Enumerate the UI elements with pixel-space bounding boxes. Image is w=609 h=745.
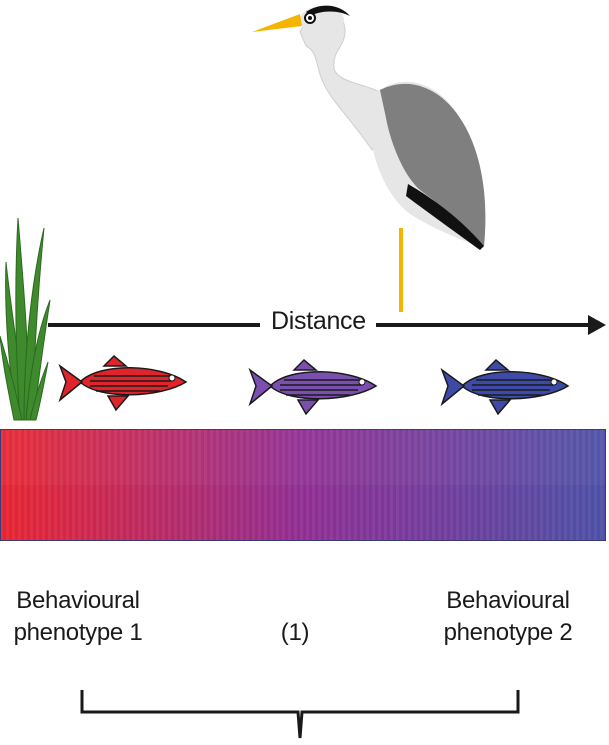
distance-arrow <box>48 315 606 335</box>
heron-icon <box>252 5 486 312</box>
purple-fish-icon <box>248 358 378 416</box>
blue-fish-icon <box>440 358 570 416</box>
water-plant-icon <box>0 217 51 421</box>
phenotype-1-line-2: phenotype 1 <box>13 619 143 646</box>
plant-leaf <box>0 335 23 421</box>
distance-axis-label: Distance <box>271 307 366 335</box>
bottom-bracket <box>80 690 520 739</box>
phenotype-gradient-band <box>0 429 606 541</box>
intermediate-label: (1) <box>280 619 310 646</box>
heron-crest <box>306 5 350 16</box>
heron-wing <box>380 83 486 247</box>
behavioural-phenotype-2-label: Behavioural phenotype 2 <box>430 585 586 649</box>
phenotype-2-line-2: phenotype 2 <box>443 619 573 646</box>
red-fish-icon <box>58 354 188 412</box>
heron-pupil <box>308 16 312 20</box>
heron-beak <box>252 14 302 32</box>
plant-leaf <box>29 361 49 421</box>
phenotype-1-line-1: Behavioural <box>16 587 140 614</box>
distance-arrowhead <box>588 315 606 335</box>
behavioural-phenotype-1-label: Behavioural phenotype 1 <box>0 585 156 649</box>
phenotype-2-line-1: Behavioural <box>446 587 570 614</box>
heron-tail-stripe <box>406 184 484 250</box>
